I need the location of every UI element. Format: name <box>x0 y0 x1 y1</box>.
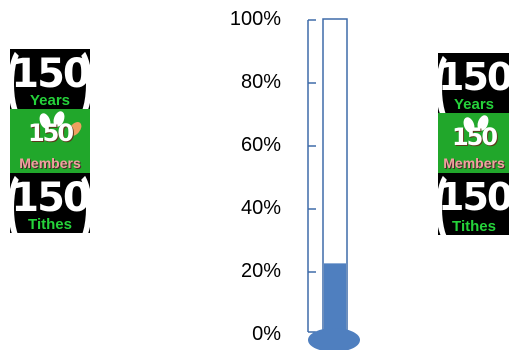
members-tile: 150 Members <box>438 113 509 173</box>
axis-label-0: 0% <box>252 323 281 345</box>
tithes-number: 150 <box>438 175 509 219</box>
tithes-number: 150 <box>11 175 90 221</box>
years-tile: 150 Years <box>438 53 509 113</box>
thermometer-bulb <box>308 328 360 350</box>
years-number: 150 <box>11 51 90 97</box>
years-caption: Years <box>453 96 495 113</box>
parenthesis-left-icon <box>438 173 468 235</box>
members-number: 150 <box>451 123 498 151</box>
members-caption: Members <box>443 155 505 171</box>
tithes-tile: 150 Tithes <box>438 173 509 235</box>
axis-label-20: 20% <box>240 260 281 282</box>
years-number: 150 <box>438 55 509 99</box>
tithes-caption: Tithes <box>452 218 496 235</box>
parenthesis-right-icon <box>60 173 90 233</box>
years-caption: Years <box>29 92 71 109</box>
parenthesis-left-icon <box>438 53 468 113</box>
years-tile: 150 Years <box>10 49 90 109</box>
axis-label-80: 80% <box>240 71 281 93</box>
tithes-tile: 150 Tithes <box>10 173 90 233</box>
thermometer-fill <box>324 263 346 334</box>
members-caption: Members <box>19 155 81 171</box>
parenthesis-left-icon <box>10 49 40 109</box>
axis-label-100: 100% <box>229 8 281 30</box>
axis-label-60: 60% <box>240 134 281 156</box>
thermometer-axis <box>307 19 316 333</box>
tithes-caption: Tithes <box>28 216 72 233</box>
parenthesis-right-icon <box>60 49 90 109</box>
members-tile: 150 Members <box>10 109 90 173</box>
members-number: 150 <box>27 119 74 147</box>
axis-label-40: 40% <box>240 197 281 219</box>
anniversary-logo-right: 150 Years 150 Members 150 Tithes <box>438 53 509 235</box>
parenthesis-left-icon <box>10 173 40 233</box>
anniversary-logo-left: 150 Years 150 Members 150 Tithes <box>10 49 90 233</box>
